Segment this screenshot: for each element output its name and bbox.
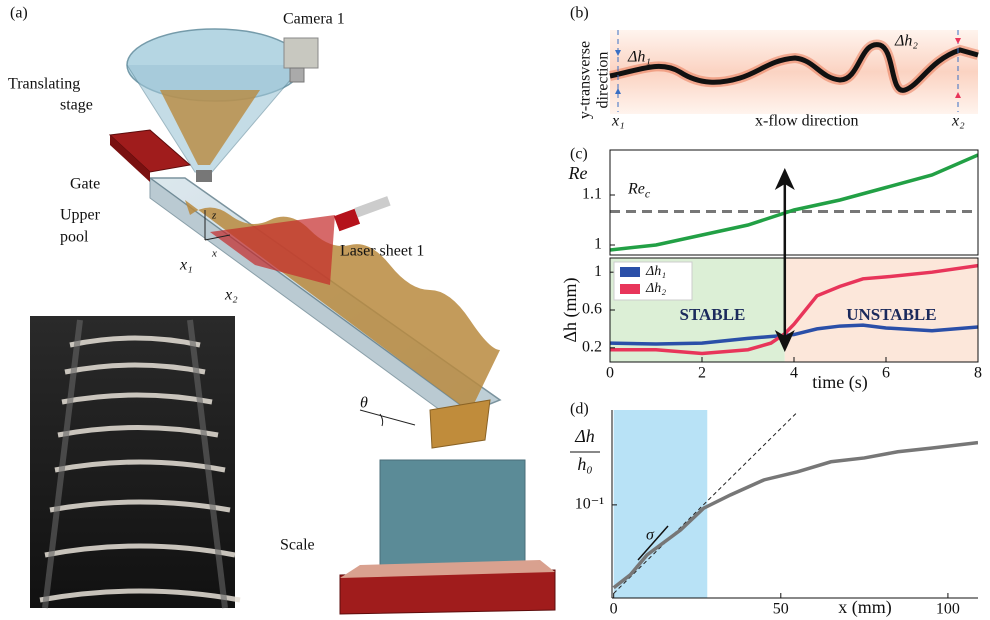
label: Scale <box>280 537 315 554</box>
label: Upper <box>60 207 101 224</box>
y-label-num: Δh <box>574 426 595 446</box>
y-label: Δh (mm) <box>560 277 581 342</box>
annotation: σ <box>646 527 655 544</box>
x-tick-label: 50 <box>773 601 789 618</box>
legend-label: Δh₁ <box>645 264 666 279</box>
y-label: y-transverse <box>577 41 594 119</box>
x-tick-label: 0 <box>606 365 614 382</box>
y-tick-label: 1 <box>594 236 602 253</box>
x-tick-label: 0 <box>610 601 618 618</box>
label: θ <box>360 395 368 412</box>
y-tick-label: 10⁻¹ <box>575 496 604 513</box>
y-tick-label: 0.2 <box>582 338 602 355</box>
reference-line <box>613 411 798 594</box>
apparatus <box>108 28 556 615</box>
legend-swatch <box>620 284 640 294</box>
y-tick-label: 1 <box>594 263 602 280</box>
x-label: x (mm) <box>838 597 892 618</box>
region <box>784 258 978 362</box>
x-label: time (s) <box>812 372 868 393</box>
x-tick-label: 100 <box>936 601 960 618</box>
label: x₂ <box>951 113 965 130</box>
threshold-label: Rec <box>627 180 651 200</box>
panel-label: (b) <box>570 5 589 22</box>
label: x₂ <box>224 287 238 304</box>
label: x₁ <box>179 257 193 274</box>
label: Laser sheet 1 <box>340 243 424 260</box>
region-label: STABLE <box>679 305 745 324</box>
x-tick-label: 4 <box>790 365 798 382</box>
slope-mark <box>637 525 669 561</box>
panel-label: (d) <box>570 401 589 418</box>
y-label: Re <box>568 163 588 183</box>
label: z <box>211 210 217 222</box>
x-tick-label: 8 <box>974 365 982 382</box>
panel-label: (c) <box>570 146 588 163</box>
laser-sheet <box>210 215 335 285</box>
arrow-head <box>774 168 795 352</box>
y-label-den: h₀ <box>577 454 592 474</box>
label: Δh₁ <box>627 49 651 66</box>
photo <box>30 316 241 609</box>
x-label: x-flow direction <box>755 113 859 130</box>
y-label: direction <box>595 52 612 109</box>
series-line <box>610 323 978 346</box>
label-sub: c <box>645 186 651 200</box>
shaded-region <box>613 410 708 598</box>
label: pool <box>60 229 89 246</box>
x-tick-label: 2 <box>698 365 706 382</box>
legend-swatch <box>620 267 640 277</box>
label: x₁ <box>611 113 625 130</box>
label: Δh₂ <box>894 33 918 50</box>
y-tick-label: 0.6 <box>582 301 602 318</box>
label: stage <box>60 97 93 114</box>
label: Translating <box>8 76 80 93</box>
panel-label: (a) <box>10 5 28 22</box>
series-line <box>612 440 978 590</box>
label: x <box>211 248 217 260</box>
region-label: UNSTABLE <box>846 305 936 324</box>
x-tick-label: 6 <box>882 365 890 382</box>
series-line <box>610 263 978 356</box>
label-base: Re <box>627 180 645 197</box>
y-tick-label: 1.1 <box>582 186 602 203</box>
legend: Δh₁ Δh₂ <box>613 261 693 301</box>
legend-label: Δh₂ <box>645 281 666 296</box>
plot-frame <box>609 149 979 256</box>
label: Camera 1 <box>283 11 345 28</box>
series-line <box>610 153 978 252</box>
label: Gate <box>70 176 100 193</box>
wave-image <box>609 30 980 114</box>
